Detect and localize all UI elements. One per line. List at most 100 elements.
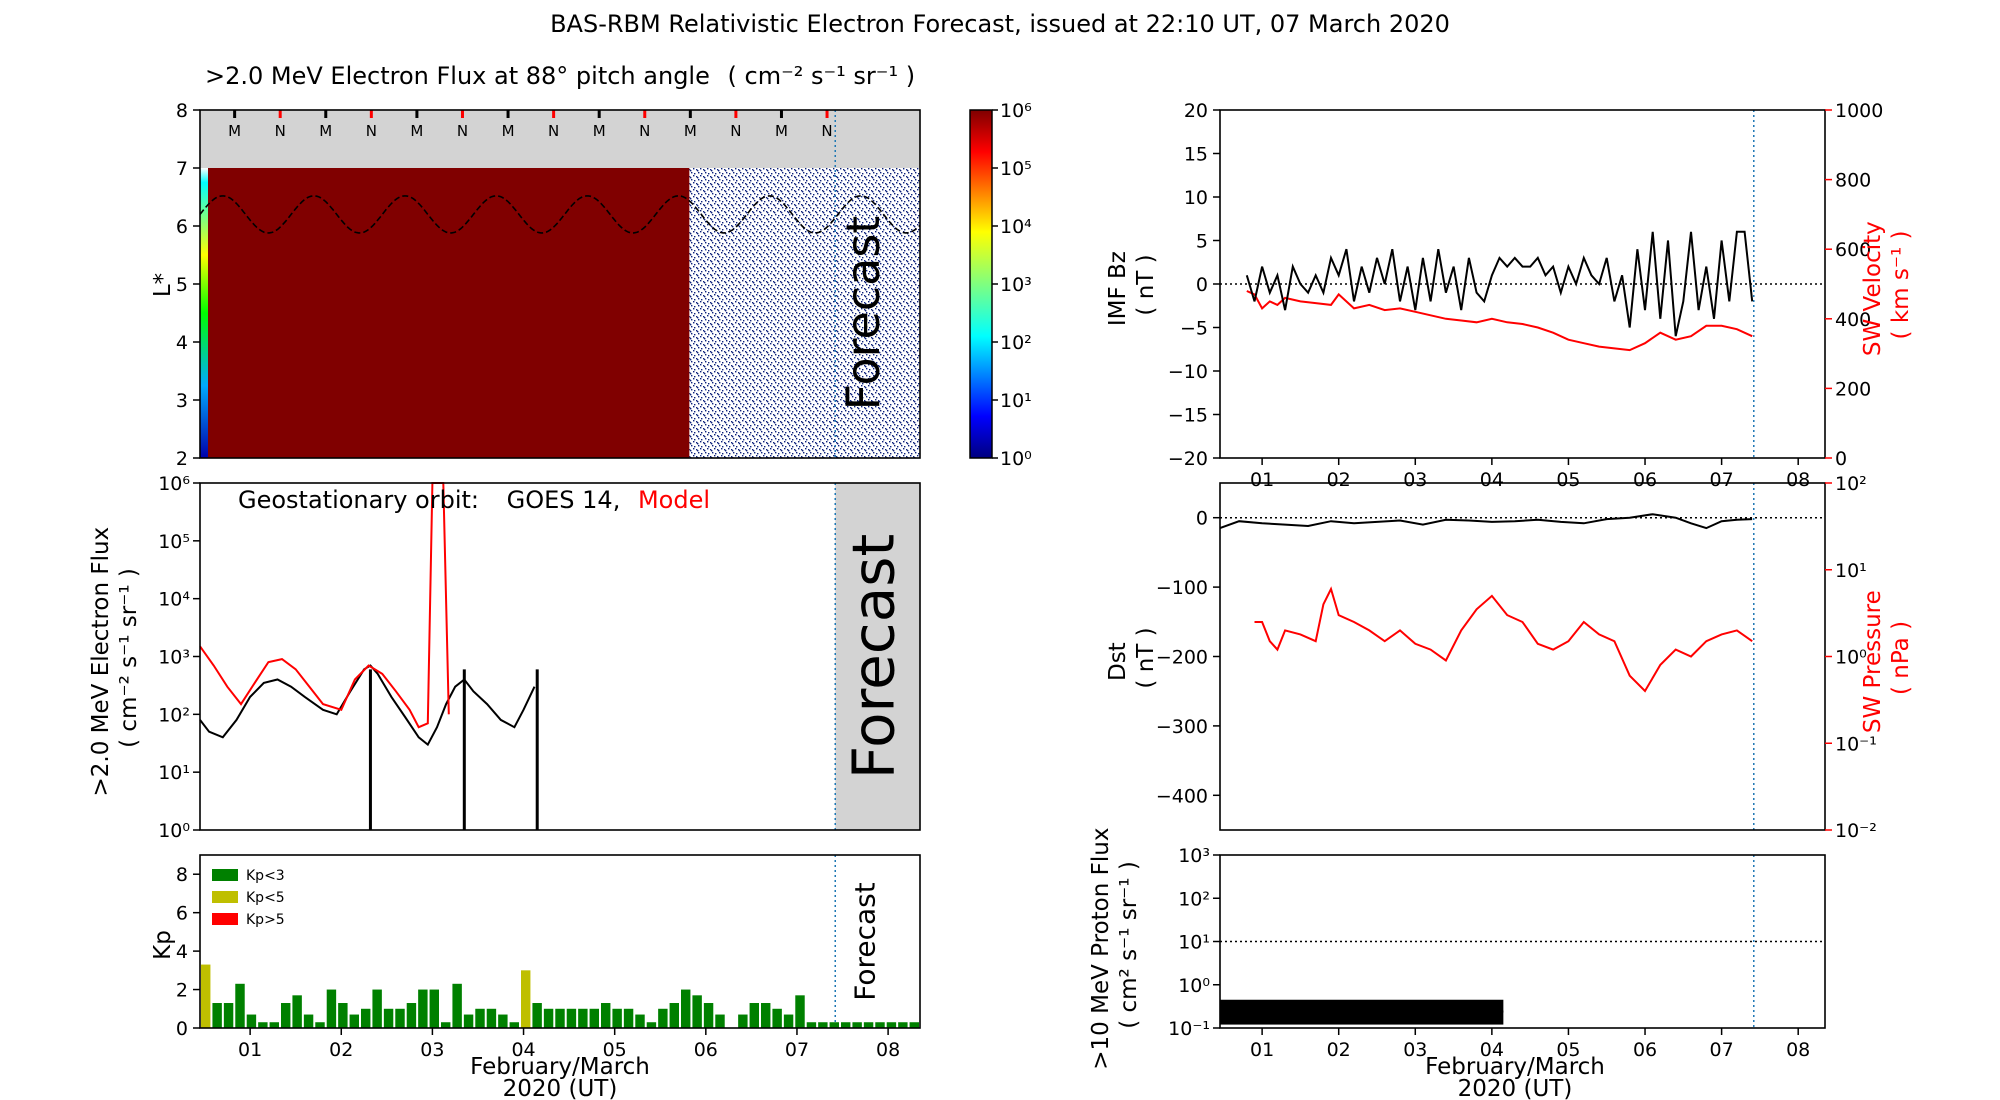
kp-bar [589,1008,599,1028]
proton-xtick-label: 08 [1786,1039,1810,1061]
kp-bar [635,1014,645,1028]
kp-legend-label: Kp<3 [246,868,285,884]
orbit-marker-label: N [821,122,832,140]
plasmapause-line [199,195,921,234]
proton-ytick-label: 10⁻¹ [1168,1018,1210,1040]
imf-ytick-label: 20 [1184,100,1208,122]
dst-left-label: Dst ( nT ) [1105,627,1159,688]
orbit-marker-label: M [319,122,332,140]
imf-ytick-label: 0 [1196,274,1208,296]
dst-ytick-label: −100 [1156,577,1208,599]
kp-bar [863,1022,874,1028]
kp-forecast-label: Forecast [848,882,881,1001]
colorbar-tick-label: 10⁴ [1000,216,1032,238]
orbit-marker-label: M [502,122,515,140]
dst-frame [1219,482,1826,831]
kp-xtick-label: 06 [694,1039,718,1061]
kp-bar [349,1014,359,1028]
kp-legend-swatch [212,913,238,925]
kp-bar [772,1008,782,1028]
colorbar-tick-label: 10² [1000,332,1032,354]
geo-flux-axis-label: >2.0 MeV Electron Flux ( cm⁻² s⁻¹ sr⁻¹ ) [88,520,142,797]
geo-ytick-label: 10² [158,704,190,726]
kp-bar [326,989,337,1028]
geo-flux-axis-label-2: ( cm⁻² s⁻¹ sr⁻¹ ) [116,568,142,748]
kp-bar [418,989,428,1028]
kp-xtick-label: 05 [603,1039,627,1061]
imf-xtick-label: 06 [1633,469,1657,491]
kp-xtick-label: 04 [511,1039,535,1061]
kp-bar [406,1003,417,1028]
imf-xtick-label: 01 [1250,469,1274,491]
heatmap-title: >2.0 MeV Electron Flux at 88° pitch angl… [205,62,915,90]
kp-ytick-label: 4 [176,941,188,963]
kp-bar [818,1022,828,1028]
geo-ytick-label: 10⁰ [158,820,190,842]
model-flux-line [199,482,450,729]
kp-bar [361,1008,371,1028]
lstar-ytick-label: 7 [176,158,188,180]
kp-bar [669,1003,679,1028]
kp-bar [601,1003,611,1028]
sw-velocity-ytick-label: 200 [1835,378,1871,400]
kp-bar [841,1022,851,1028]
proton-xtick-label: 04 [1480,1039,1504,1061]
orbit-marker-label: M [684,122,697,140]
orbit-marker-label: N [730,122,741,140]
kp-xtick-label: 03 [420,1039,444,1061]
sw-pressure-line [1254,586,1753,693]
kp-bar [658,1008,668,1028]
imf-left-label-1: IMF Bz [1105,251,1131,326]
x-axis-label-right-1: February/March [1425,1054,1605,1080]
kp-bar [806,1022,817,1028]
orbit-marker-label: M [593,122,606,140]
sw-velocity-ytick-label: 1000 [1835,100,1883,122]
edge-flux-column [200,168,208,458]
dst-left-label-1: Dst [1105,642,1131,681]
dst-ytick-label: −300 [1156,716,1208,738]
kp-bar [623,1008,634,1028]
dst-left-label-2: ( nT ) [1133,627,1159,688]
kp-bar [338,1003,348,1028]
kp-bar [715,1014,725,1028]
lstar-ytick-label: 5 [176,274,188,296]
imf-ytick-label: −5 [1180,318,1208,340]
kp-bar [646,1022,657,1028]
orbit-marker-label: N [548,122,559,140]
kp-bar [829,1022,839,1028]
geo-annotation-text: Geostationary orbit: [238,486,479,514]
lstar-ytick-label: 4 [176,332,188,354]
flux-colorbar: 10⁰ 10¹ 10² 10³ 10⁴ 10⁵ 10⁶ [969,100,1032,470]
dst-ytick-label: −400 [1156,785,1208,807]
kp-bar [761,1003,771,1028]
kp-bar [783,1014,794,1028]
lstar-flux-panel: >2.0 MeV Electron Flux at 88° pitch angl… [150,62,921,470]
kp-bar [246,1014,257,1028]
colorbar-scale [969,109,993,459]
proton-axis-label: >10 MeV Proton Flux ( cm² s⁻¹ sr⁻¹ ) [1088,820,1142,1069]
proton-ytick-label: 10¹ [1178,932,1210,954]
kp-bar [681,989,691,1028]
x-axis-label-left-2: 2020 (UT) [503,1076,618,1100]
proton-xtick-label: 02 [1327,1039,1351,1061]
kp-bar [315,1022,325,1028]
colorbar-tick-label: 10⁶ [1000,100,1032,122]
orbit-marker-label: N [275,122,286,140]
orbit-marker-label: M [775,122,788,140]
kp-bar [543,1008,554,1028]
kp-bar [909,1022,919,1028]
kp-bar [201,964,211,1028]
proton-xtick-label: 07 [1710,1039,1734,1061]
lstar-ytick-label: 2 [176,448,188,470]
proton-xtick-label: 01 [1250,1039,1274,1061]
kp-axis-label: Kp [150,930,176,960]
geo-obs-name: GOES 14, [507,486,621,514]
kp-ytick-label: 8 [176,864,188,886]
x-axis-label-right-2: 2020 (UT) [1458,1076,1573,1100]
proton-axis-label-2: ( cm² s⁻¹ sr⁻¹ ) [1116,861,1142,1029]
imf-xtick-label: 05 [1556,469,1580,491]
kp-bar [886,1022,897,1028]
kp-bar [486,1008,497,1028]
kp-legend: Kp<3 Kp<5 Kp>5 [212,868,285,928]
